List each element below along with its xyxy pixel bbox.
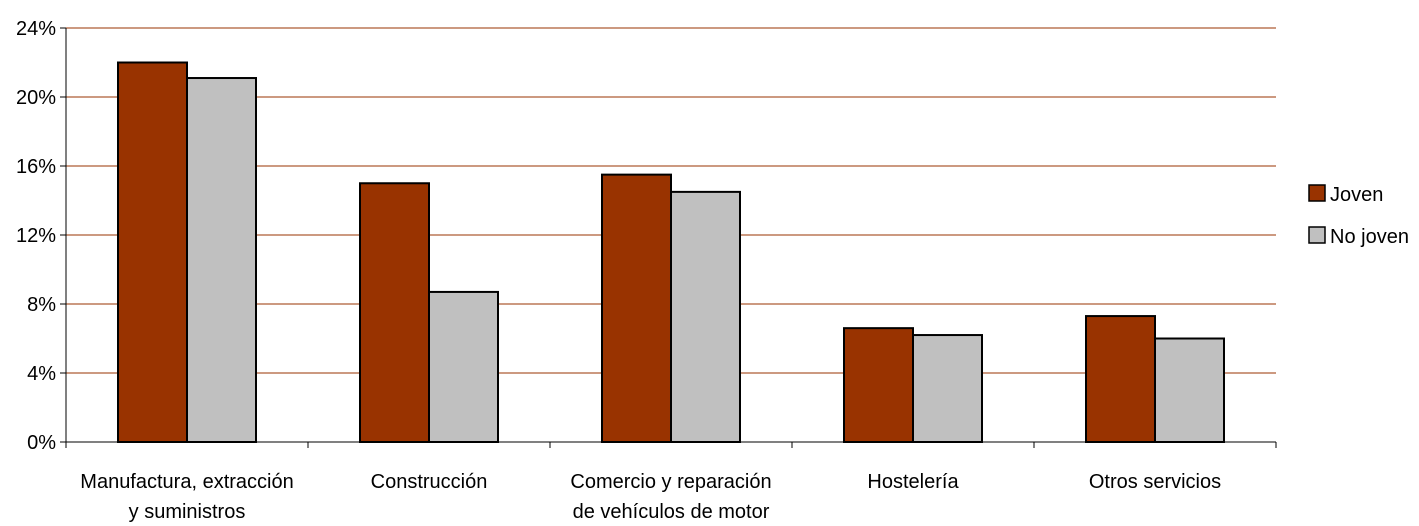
x-tick-label: Construcción bbox=[371, 471, 488, 493]
y-tick-label: 0% bbox=[27, 432, 56, 454]
y-tick-label: 4% bbox=[27, 363, 56, 385]
bars bbox=[117, 61, 1225, 444]
x-tick-label: de vehículos de motor bbox=[573, 501, 770, 523]
legend: Joven No joven bbox=[1308, 184, 1409, 248]
bar-joven bbox=[601, 173, 672, 443]
x-tick-label: Comercio y reparación bbox=[570, 471, 771, 493]
bar-no-joven bbox=[1154, 337, 1225, 443]
y-tick-label: 20% bbox=[16, 87, 56, 109]
y-tick-label: 8% bbox=[27, 294, 56, 316]
y-tick-label: 12% bbox=[16, 225, 56, 247]
legend-swatch bbox=[1308, 184, 1326, 202]
bar-joven bbox=[117, 61, 188, 443]
bar-no-joven bbox=[670, 190, 741, 443]
x-tick-label: y suministros bbox=[129, 501, 246, 523]
legend-label: No joven bbox=[1330, 226, 1409, 248]
legend-swatch bbox=[1308, 226, 1326, 244]
x-axis: Manufactura, extracción y suministros Cons… bbox=[65, 441, 1277, 523]
legend-label: Joven bbox=[1330, 184, 1383, 206]
bar-joven bbox=[843, 327, 914, 443]
x-tick-label: Otros servicios bbox=[1089, 471, 1221, 493]
bar-no-joven bbox=[428, 290, 499, 443]
y-axis: 0% 4% 8% 12% 16% 20% 24% bbox=[16, 18, 67, 454]
x-tick-label: Manufactura, extracción bbox=[80, 471, 293, 493]
x-tick-label: Hostelería bbox=[867, 471, 959, 493]
bar-joven bbox=[1085, 315, 1156, 444]
bar-no-joven bbox=[912, 334, 983, 443]
bar-joven bbox=[359, 182, 430, 443]
y-tick-label: 24% bbox=[16, 18, 56, 40]
bar-no-joven bbox=[186, 77, 257, 444]
y-tick-label: 16% bbox=[16, 156, 56, 178]
